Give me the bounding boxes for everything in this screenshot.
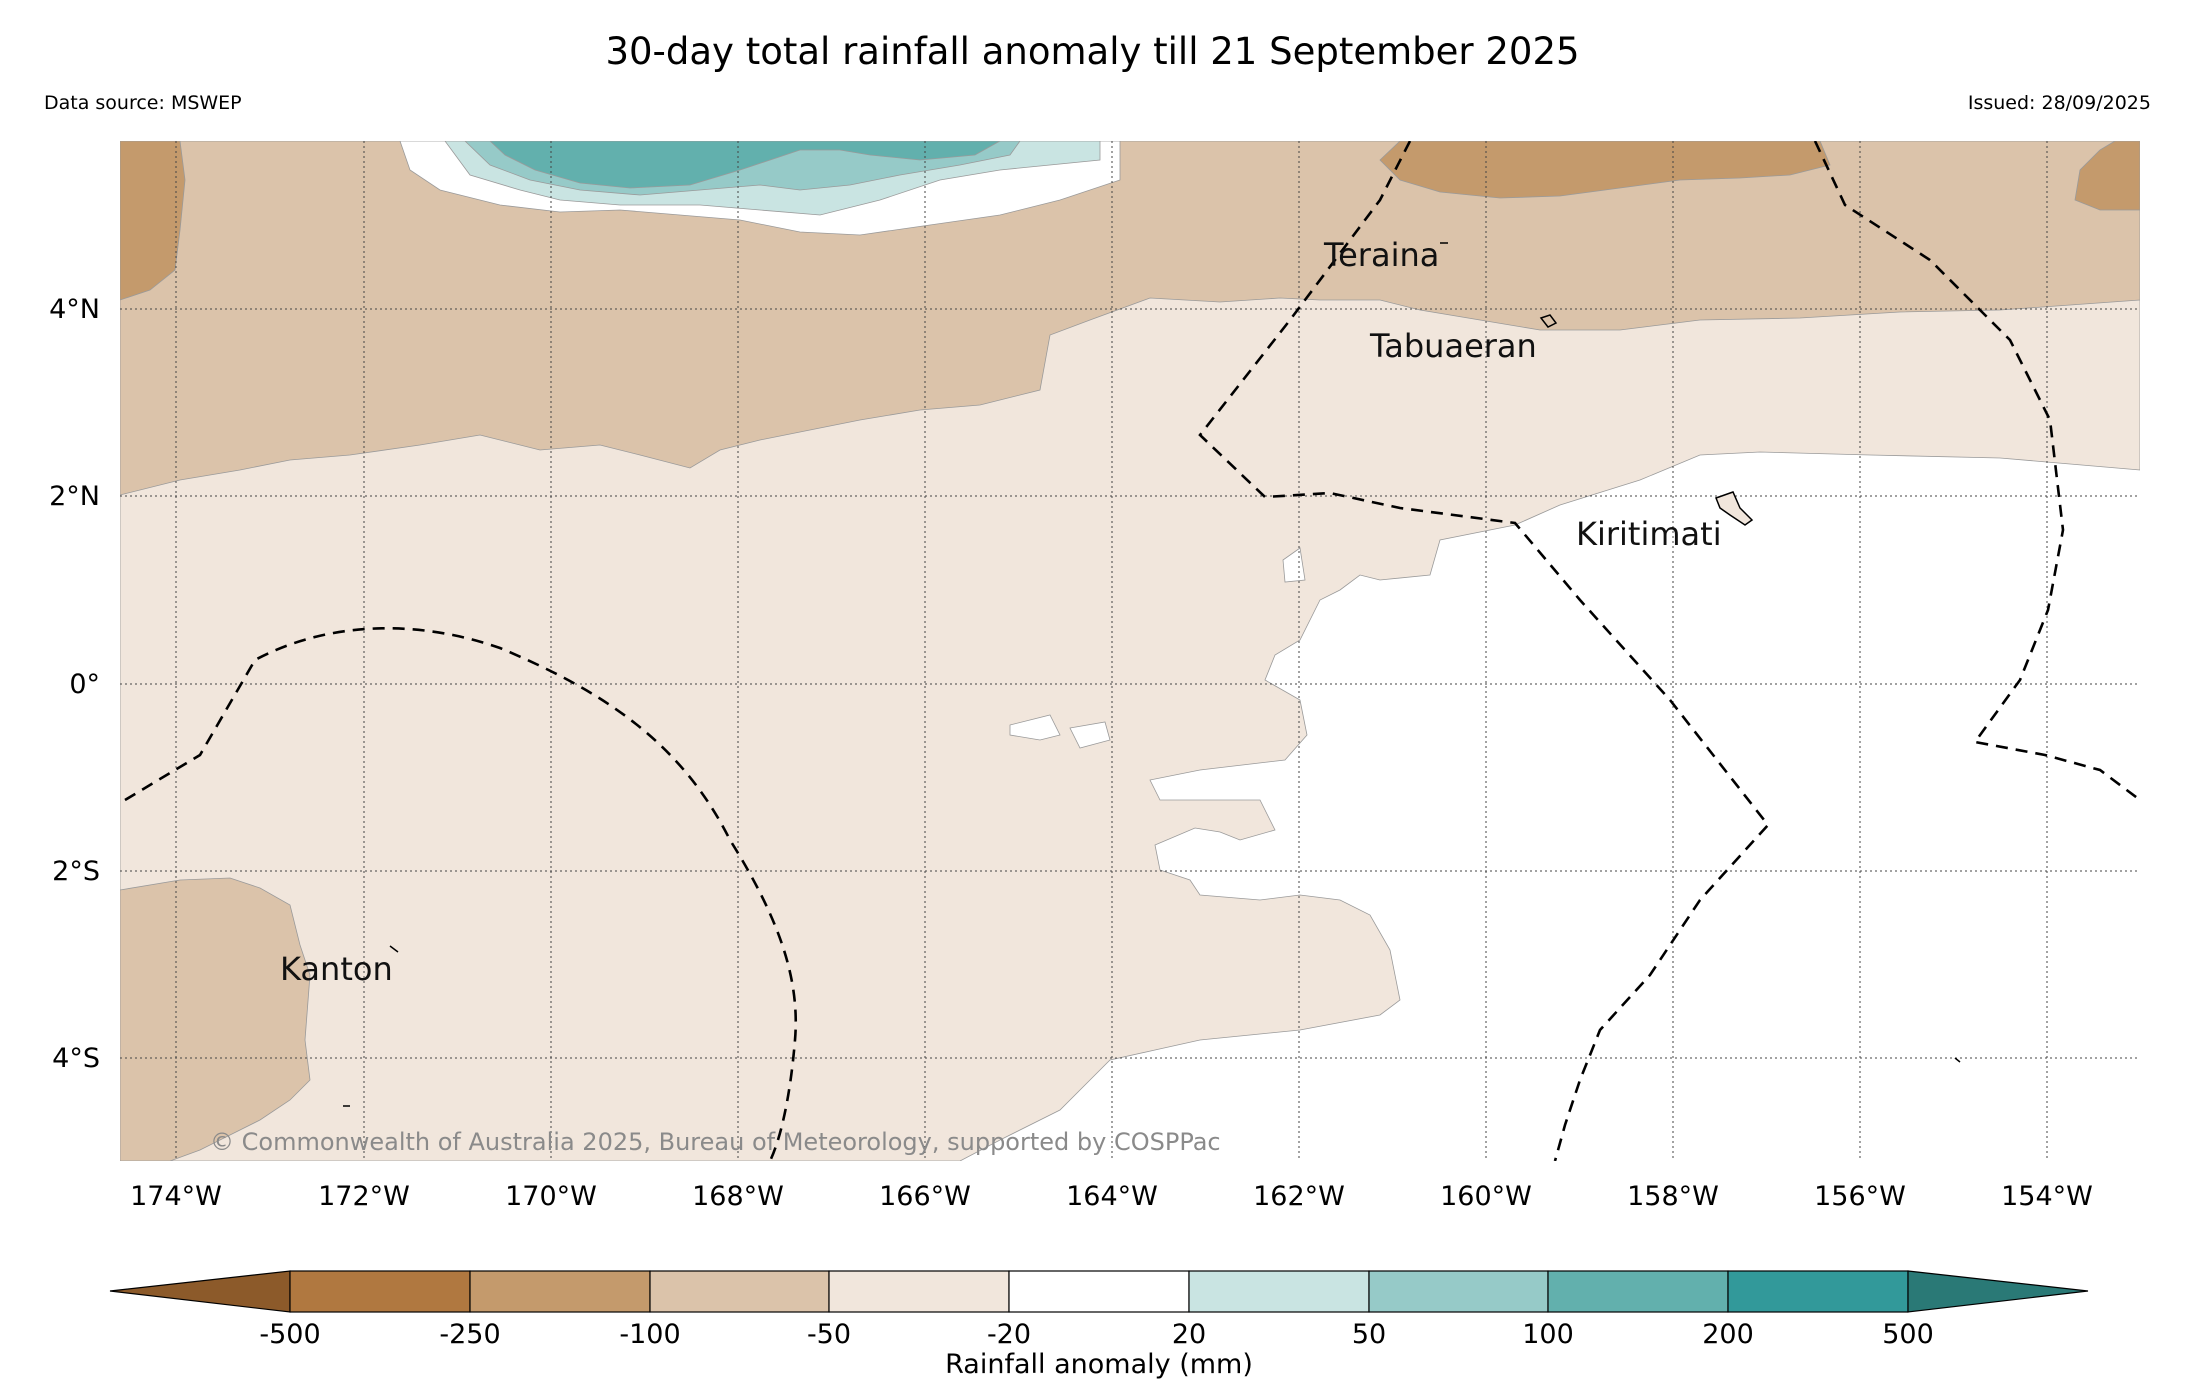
lat-tick-label: 4°S [52,1043,100,1074]
place-label-tabuaeran: Tabuaeran [1369,327,1537,365]
colorbar-tick-label: 500 [1882,1319,1934,1350]
anomaly-fields [120,141,2140,1161]
colorbar-segment [649,1270,830,1313]
colorbar-segment [828,1270,1010,1313]
place-labels: Teraina Tabuaeran Kiritimati Kanton [280,236,1722,988]
colorbar-segment [1727,1270,1909,1313]
anomaly-area-tan [120,141,2140,496]
lat-tick-label: 0° [69,669,100,700]
colorbar-segment [1008,1270,1190,1313]
island-mark [1954,1057,1961,1063]
colorbar-tick-label: -100 [619,1319,680,1350]
colorbar-tick-label: -20 [987,1319,1031,1350]
longitude-tick-labels: 174°W 172°W 170°W 168°W 166°W 164°W 162°… [130,1181,2093,1212]
anomaly-area-dark-tan-north [1379,141,1831,199]
data-source-label: Data source: MSWEP [44,92,242,114]
place-label-kanton: Kanton [280,950,393,988]
latitude-tick-labels: 4°N 2°N 0° 2°S 4°S [49,294,100,1074]
lon-tick-label: 170°W [505,1181,597,1212]
colorbar-tick-label: 20 [1172,1319,1206,1350]
island-tabuaeran-outline [1539,314,1558,328]
anomaly-hole [1069,721,1111,749]
colorbar-extend-low [109,1270,291,1313]
colorbar-tick-label: 100 [1522,1319,1574,1350]
colorbar-tick-label: 50 [1352,1319,1386,1350]
lon-tick-label: 164°W [1066,1181,1158,1212]
anomaly-area-dark-tan-northeast [2074,141,2140,211]
anomaly-area-tan-southwest [120,877,311,1161]
colorbar-tick-label: -250 [439,1319,500,1350]
lon-tick-label: 158°W [1627,1181,1719,1212]
eez-boundary-line-islands-east [1813,141,2140,802]
islands [343,242,1961,1107]
lon-tick-label: 160°W [1440,1181,1532,1212]
map-panel: Teraina Tabuaeran Kiritimati Kanton © Co… [120,141,2140,1161]
lon-tick-label: 166°W [879,1181,971,1212]
colorbar-segment [289,1270,471,1313]
colorbar-tick-labels: -500 -250 -100 -50 -20 20 50 100 200 500… [259,1319,1933,1380]
lat-tick-label: 2°N [49,481,100,512]
eez-boundary-line-islands-west [1198,141,1770,1161]
place-label-kiritimati: Kiritimati [1576,515,1722,553]
lat-tick-label: 2°S [52,856,100,887]
lon-tick-label: 172°W [318,1181,410,1212]
place-label-teraina: Teraina [1323,236,1439,274]
lon-tick-label: 156°W [1814,1181,1906,1212]
lon-tick-label: 162°W [1253,1181,1345,1212]
colorbar-extend-high [1907,1270,2089,1313]
colorbar-segment [1547,1270,1729,1313]
colorbar-segment [469,1270,651,1313]
colorbar-segment [1188,1270,1370,1313]
eez-boundaries [124,141,2140,1161]
island-kanton-mark [389,945,399,953]
colorbar-tick-label: -500 [259,1319,320,1350]
graticule [120,141,2140,1161]
map-title: 30-day total rainfall anomaly till 21 Se… [605,30,1580,73]
anomaly-hole [1009,714,1061,741]
colorbar-tick-label: 200 [1702,1319,1754,1350]
colorbar-segment [1368,1270,1549,1313]
eez-boundary-phoenix [124,627,797,1161]
anomaly-area-dark-teal [489,141,1001,189]
copyright-notice: © Commonwealth of Australia 2025, Bureau… [210,1128,1221,1156]
colorbar-axis-label: Rainfall anomaly (mm) [945,1349,1253,1380]
lon-tick-label: 168°W [692,1181,784,1212]
issued-date-label: Issued: 28/09/2025 [1967,92,2151,114]
colorbar-tick-label: -50 [807,1319,851,1350]
island-kiritimati-outline [1715,491,1754,526]
lon-tick-label: 174°W [130,1181,222,1212]
colorbar [109,1270,2089,1313]
anomaly-area-dark-tan-northwest [120,141,186,301]
lon-tick-label: 154°W [2001,1181,2093,1212]
lat-tick-label: 4°N [49,294,100,325]
